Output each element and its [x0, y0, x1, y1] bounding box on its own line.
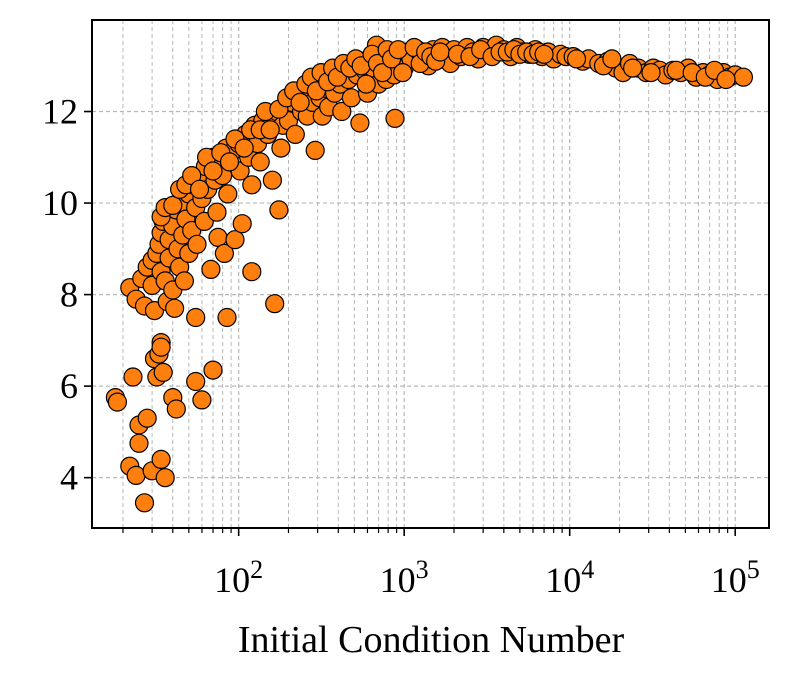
data-point — [187, 234, 207, 254]
data-point — [134, 493, 155, 513]
data-point — [186, 307, 206, 328]
data-point — [242, 262, 262, 282]
x-tick-label-exponent: 4 — [581, 555, 594, 584]
x-tick-label-exponent: 5 — [747, 555, 760, 584]
data-point — [186, 371, 206, 392]
data-point — [372, 62, 393, 83]
data-point — [203, 360, 223, 380]
x-tick-label: 104 — [545, 555, 594, 600]
data-point — [356, 74, 376, 94]
plot-frame — [91, 19, 770, 529]
data-point — [217, 307, 237, 328]
y-tick-label: 10 — [42, 183, 78, 223]
data-point — [126, 465, 146, 485]
data-point — [201, 259, 221, 279]
data-point — [641, 62, 661, 83]
y-tick-label: 8 — [60, 275, 78, 315]
data-point — [305, 140, 325, 160]
x-tick-label: 102 — [214, 555, 263, 600]
grid-lines — [92, 20, 769, 528]
data-point — [666, 60, 686, 80]
x-axis-title: Initial Condition Number — [238, 619, 625, 661]
data-point — [153, 362, 173, 382]
data-point — [566, 49, 587, 69]
data-point — [151, 449, 171, 469]
data-point — [123, 367, 143, 387]
x-tick-label: 105 — [711, 555, 760, 600]
x-tick-label-base: 10 — [711, 560, 747, 600]
data-point — [203, 161, 223, 181]
data-point — [332, 101, 352, 122]
data-point — [341, 88, 361, 108]
data-point — [107, 392, 128, 412]
y-tick-label: 12 — [42, 92, 78, 132]
y-tick-label: 4 — [60, 458, 78, 498]
data-point — [262, 170, 282, 190]
data-point — [290, 92, 310, 113]
data-point — [129, 433, 149, 453]
data-point — [174, 271, 194, 291]
data-point — [189, 179, 210, 199]
y-tick-label: 6 — [60, 366, 78, 406]
data-point — [207, 202, 227, 222]
data-point — [602, 49, 622, 69]
data-point — [155, 468, 175, 488]
data-point — [733, 67, 754, 87]
data-point — [234, 138, 254, 158]
data-point — [225, 230, 245, 250]
data-point — [165, 298, 185, 318]
data-point — [285, 124, 305, 144]
data-point — [350, 113, 370, 133]
data-point — [716, 69, 736, 90]
data-point — [250, 152, 270, 172]
data-point — [214, 243, 234, 263]
data-points — [105, 35, 754, 513]
data-point — [232, 214, 252, 234]
x-tick-label-base: 10 — [380, 560, 416, 600]
data-point — [388, 40, 408, 60]
data-point — [137, 408, 157, 428]
data-point — [271, 138, 291, 158]
x-tick-label-base: 10 — [545, 560, 581, 600]
data-point — [269, 200, 289, 220]
data-point — [534, 44, 554, 64]
data-point — [151, 337, 171, 357]
x-tick-label-exponent: 3 — [416, 555, 429, 584]
data-point — [192, 390, 212, 410]
data-point — [385, 108, 405, 129]
data-point — [166, 399, 186, 419]
x-tick-label-exponent: 2 — [250, 555, 263, 584]
data-point — [208, 227, 228, 247]
data-point — [430, 42, 450, 62]
data-point — [218, 184, 238, 204]
x-tick-label: 103 — [380, 555, 429, 600]
data-point — [260, 120, 280, 140]
axis-ticks — [84, 110, 737, 536]
data-point — [622, 58, 643, 78]
data-point — [265, 294, 285, 314]
data-point — [163, 195, 183, 215]
data-point — [242, 175, 262, 195]
data-point — [219, 152, 240, 172]
data-point — [393, 62, 413, 83]
x-tick-label-base: 10 — [214, 560, 250, 600]
